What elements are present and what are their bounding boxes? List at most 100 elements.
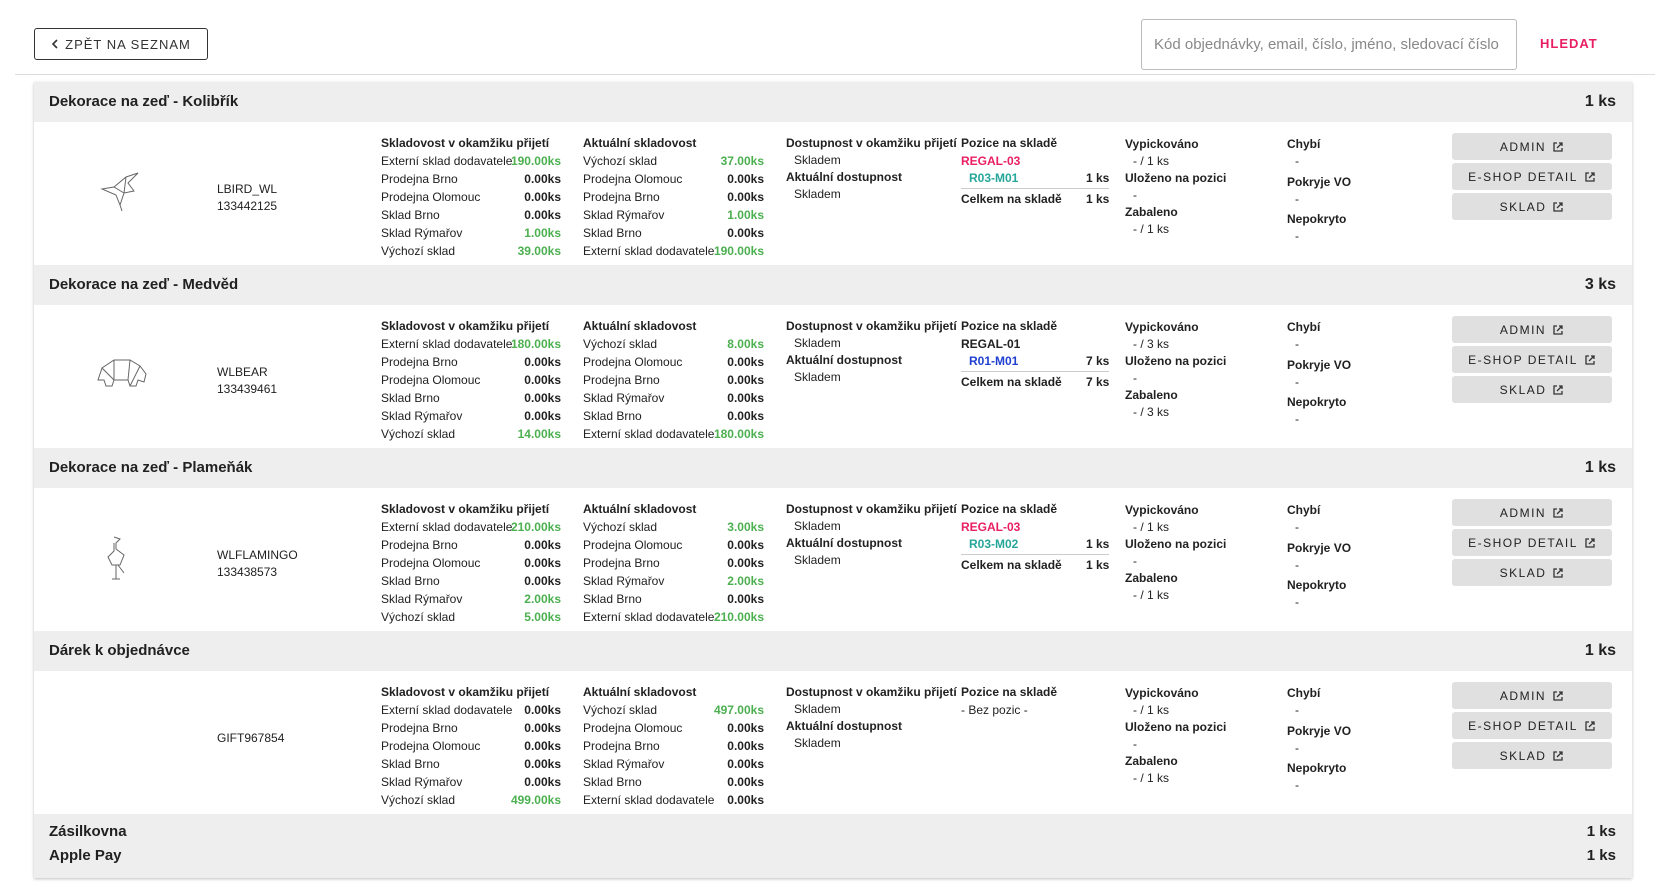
- stock-value: 499.00ks: [510, 793, 561, 807]
- link-button[interactable]: E-SHOP DETAIL: [1452, 163, 1612, 190]
- stock-location: Sklad Brno: [381, 757, 440, 771]
- stock-value: 5.00ks: [524, 610, 561, 624]
- availability-value: Skladem: [794, 153, 841, 167]
- link-button[interactable]: E-SHOP DETAIL: [1452, 346, 1612, 373]
- stock-value: 1.00ks: [524, 226, 561, 240]
- packed-value: - / 1 ks: [1133, 222, 1170, 236]
- extra-qty: 1 ks: [1586, 823, 1616, 840]
- stock-location: Prodejna Olomouc: [381, 373, 481, 387]
- stock-location: Sklad Brno: [381, 208, 440, 222]
- external-link-icon: [1553, 750, 1564, 761]
- link-button[interactable]: E-SHOP DETAIL: [1452, 529, 1612, 556]
- stock-title: Skladovost v okamžiku přijetí: [381, 136, 550, 150]
- stock-value: 0.00ks: [727, 190, 764, 204]
- stock-location: Prodejna Olomouc: [381, 190, 481, 204]
- stock-location: Sklad Rýmařov: [381, 226, 463, 240]
- stock-location: Sklad Rýmařov: [583, 757, 665, 771]
- stored-title: Uloženo na pozici: [1125, 720, 1227, 734]
- item-qty: 1 ks: [1584, 93, 1616, 110]
- search-button[interactable]: HLEDAT: [1540, 36, 1598, 51]
- picked-value: - / 3 ks: [1133, 337, 1170, 351]
- external-link-icon: [1553, 690, 1563, 701]
- external-link-icon: [1553, 201, 1564, 212]
- button-label: ADMIN: [1499, 139, 1547, 154]
- stock-value: 1.00ks: [727, 208, 764, 222]
- stock-value: 0.00ks: [524, 373, 561, 387]
- picked-title: Vypickováno: [1125, 320, 1199, 334]
- stock-value: 0.00ks: [524, 172, 561, 186]
- stock-value: 37.00ks: [720, 154, 764, 168]
- stock-location: Sklad Rýmařov: [381, 409, 463, 423]
- covered_vo-title: Pokryje VO: [1287, 541, 1352, 555]
- button-label: ADMIN: [1499, 688, 1547, 703]
- stock-location: Prodejna Olomouc: [583, 172, 683, 186]
- stock-value: 190.00ks: [713, 244, 764, 258]
- stock-location: Výchozí sklad: [583, 703, 658, 717]
- picked-value: - / 1 ks: [1133, 703, 1170, 717]
- link-button[interactable]: SKLAD: [1452, 376, 1612, 403]
- positions-title: Pozice na skladě: [961, 319, 1058, 333]
- link-button[interactable]: E-SHOP DETAIL: [1452, 712, 1612, 739]
- item-body: WLFLAMINGO 133438573 Skladovost v okamžiku…: [34, 488, 1632, 631]
- item-qty: 1 ks: [1584, 642, 1616, 659]
- availability-title: Dostupnost v okamžiku přijetí: [786, 136, 957, 150]
- stock-value: 0.00ks: [727, 793, 764, 807]
- total-label: Celkem na skladě: [961, 192, 1062, 206]
- covered_vo-title: Pokryje VO: [1287, 724, 1352, 738]
- item-qty: 1 ks: [1584, 459, 1616, 476]
- stock-location: Prodejna Olomouc: [381, 739, 481, 753]
- availability-value: Skladem: [794, 370, 841, 384]
- picked-value: - / 1 ks: [1133, 154, 1170, 168]
- link-button[interactable]: ADMIN: [1452, 499, 1612, 526]
- uncovered-title: Nepokryto: [1287, 761, 1347, 775]
- stock-value: 0.00ks: [727, 739, 764, 753]
- button-label: ADMIN: [1499, 322, 1547, 337]
- button-label: SKLAD: [1499, 382, 1547, 397]
- item-name: Dárek k objednávce: [49, 642, 190, 659]
- covered_vo-value: -: [1295, 741, 1299, 755]
- slot-qty: 1 ks: [1086, 537, 1110, 551]
- external-link-icon: [1553, 324, 1563, 335]
- slot-qty: 1 ks: [1086, 171, 1110, 185]
- link-button[interactable]: ADMIN: [1452, 316, 1612, 343]
- covered_vo-title: Pokryje VO: [1287, 175, 1352, 189]
- stock-value: 497.00ks: [713, 703, 764, 717]
- item-header: Dekorace na zeď - Medvěd 3 ks: [34, 265, 1632, 305]
- stock-value: 210.00ks: [713, 610, 764, 624]
- slot: R01-M01: [969, 354, 1019, 368]
- search-input[interactable]: Kód objednávky, email, číslo, jméno, sle…: [1141, 19, 1517, 70]
- extra-qty: 1 ks: [1586, 847, 1616, 864]
- item-body: LBIRD_WL 133442125 Skladovost v okamžiku p…: [34, 122, 1632, 265]
- stock-location: Prodejna Olomouc: [583, 721, 683, 735]
- stock-value: 0.00ks: [524, 391, 561, 405]
- link-button[interactable]: ADMIN: [1452, 133, 1612, 160]
- stock-location: Prodejna Brno: [381, 355, 458, 369]
- stock-location: Prodejna Brno: [583, 739, 660, 753]
- link-button[interactable]: ADMIN: [1452, 682, 1612, 709]
- product-id: 133442125: [217, 199, 278, 213]
- picked-value: - / 1 ks: [1133, 520, 1170, 534]
- external-link-icon: [1553, 141, 1563, 152]
- stock-location: Sklad Rýmařov: [583, 208, 665, 222]
- link-button[interactable]: SKLAD: [1452, 559, 1612, 586]
- product-code: WLFLAMINGO: [217, 548, 298, 562]
- stock-location: Prodejna Brno: [381, 172, 458, 186]
- stock-value: 0.00ks: [727, 409, 764, 423]
- link-button[interactable]: SKLAD: [1452, 193, 1612, 220]
- divider: [15, 74, 1655, 75]
- slot-underline: [961, 554, 1109, 555]
- external-link-icon: [1553, 567, 1564, 578]
- covered_vo-value: -: [1295, 192, 1299, 206]
- availability-title: Dostupnost v okamžiku přijetí: [786, 319, 957, 333]
- back-button[interactable]: ZPĚT NA SEZNAM: [34, 28, 208, 60]
- link-button[interactable]: SKLAD: [1452, 742, 1612, 769]
- stock-location: Sklad Brno: [381, 391, 440, 405]
- stock-value: 14.00ks: [517, 427, 561, 441]
- stock-title: Skladovost v okamžiku přijetí: [381, 685, 550, 699]
- slot-qty: 7 ks: [1086, 354, 1110, 368]
- button-label: SKLAD: [1499, 748, 1547, 763]
- stored-value: -: [1133, 371, 1137, 385]
- item-body: GIFT967854 Skladovost v okamžiku přijetí E…: [34, 671, 1632, 814]
- availability-title: Aktuální dostupnost: [786, 353, 902, 367]
